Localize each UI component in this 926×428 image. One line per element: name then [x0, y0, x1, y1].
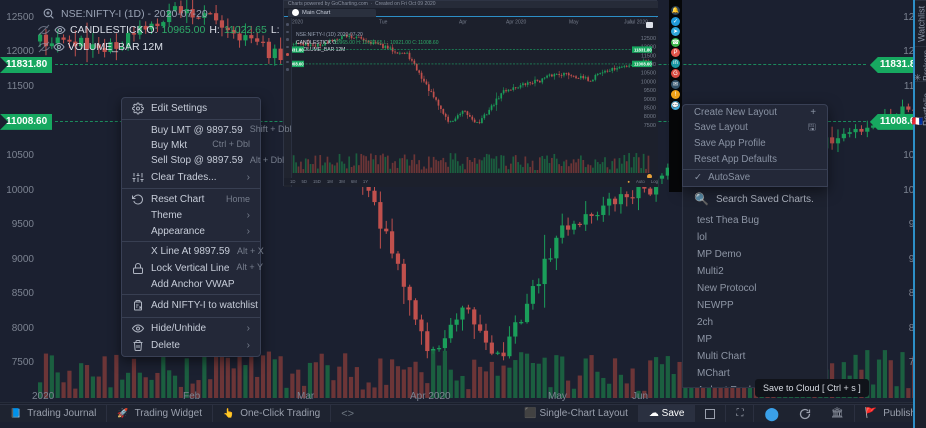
svg-text:11022.65 L:: 11022.65 L: [362, 40, 388, 46]
svg-text:9000: 9000 [644, 97, 656, 103]
svg-text:CANDLESTICK O:: CANDLESTICK O: [296, 40, 338, 46]
svg-text:11008.60: 11008.60 [634, 62, 652, 67]
svg-text:Tue: Tue [379, 20, 388, 26]
svg-text:7500: 7500 [644, 123, 656, 129]
svg-text:8000: 8000 [644, 114, 656, 120]
svg-text:May: May [569, 20, 579, 26]
svg-text:11831.80: 11831.80 [634, 47, 652, 52]
svg-text:10500: 10500 [641, 71, 656, 77]
svg-text:8500: 8500 [644, 105, 656, 111]
svg-text:10000: 10000 [641, 79, 656, 85]
svg-text:9500: 9500 [644, 88, 656, 94]
svg-text:Apr 2020: Apr 2020 [506, 20, 527, 26]
svg-text:10965.00 H:: 10965.00 H: [334, 40, 361, 46]
svg-text:2020: 2020 [292, 20, 303, 26]
svg-text:11008.60: 11008.60 [418, 40, 439, 46]
svg-text:Apr: Apr [459, 20, 467, 26]
svg-text:NSE:NIFTY-I (1D) 2020-07-20: NSE:NIFTY-I (1D) 2020-07-20 [296, 32, 363, 38]
svg-text:VOLUME_BAR 12M: VOLUME_BAR 12M [300, 47, 345, 53]
svg-text:12500: 12500 [641, 36, 656, 42]
svg-text:10921.00 C:: 10921.00 C: [390, 40, 417, 46]
svg-text:11500: 11500 [641, 53, 656, 59]
